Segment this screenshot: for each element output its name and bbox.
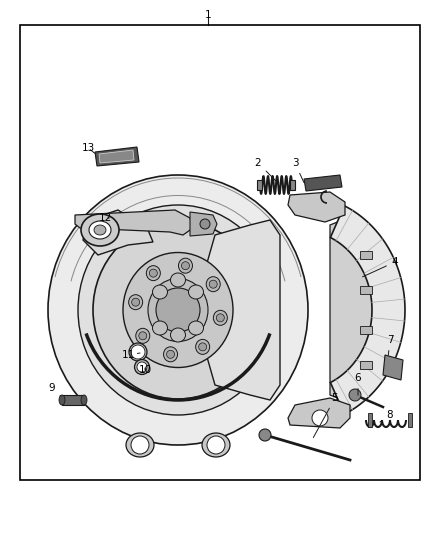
Ellipse shape: [209, 280, 217, 288]
Circle shape: [207, 436, 225, 454]
Ellipse shape: [59, 395, 65, 405]
Text: 13: 13: [81, 143, 95, 154]
Ellipse shape: [148, 279, 208, 342]
Ellipse shape: [136, 328, 150, 343]
Ellipse shape: [188, 321, 204, 335]
Text: 10: 10: [138, 365, 152, 375]
Ellipse shape: [199, 343, 207, 351]
Ellipse shape: [81, 214, 119, 246]
Ellipse shape: [178, 258, 192, 273]
Ellipse shape: [206, 277, 220, 292]
Bar: [290, 180, 295, 190]
Text: 7: 7: [387, 335, 393, 355]
Polygon shape: [288, 192, 345, 222]
Text: 2: 2: [254, 158, 276, 181]
Circle shape: [312, 410, 328, 426]
Ellipse shape: [146, 265, 160, 281]
Text: 1: 1: [205, 10, 211, 20]
Ellipse shape: [134, 359, 149, 375]
Ellipse shape: [259, 429, 271, 441]
Polygon shape: [205, 220, 280, 400]
Text: 4: 4: [363, 257, 398, 277]
Text: 6: 6: [355, 373, 361, 395]
Polygon shape: [330, 215, 375, 405]
Circle shape: [137, 362, 147, 372]
Ellipse shape: [170, 273, 186, 287]
Polygon shape: [83, 210, 153, 255]
Circle shape: [349, 389, 361, 401]
Ellipse shape: [126, 433, 154, 457]
Ellipse shape: [129, 343, 147, 361]
Ellipse shape: [170, 328, 186, 342]
Ellipse shape: [152, 285, 167, 299]
Bar: [257, 180, 262, 190]
Circle shape: [131, 345, 145, 359]
Bar: [360, 361, 372, 369]
Ellipse shape: [48, 175, 308, 445]
Circle shape: [131, 436, 149, 454]
Polygon shape: [62, 395, 84, 405]
Bar: [368, 413, 372, 427]
Polygon shape: [288, 398, 350, 428]
Ellipse shape: [132, 298, 140, 306]
Ellipse shape: [202, 433, 230, 457]
Ellipse shape: [196, 340, 210, 354]
Ellipse shape: [129, 295, 143, 310]
Polygon shape: [330, 206, 405, 414]
Text: 11: 11: [121, 350, 140, 360]
Text: 9: 9: [49, 383, 61, 396]
Ellipse shape: [163, 347, 177, 362]
Ellipse shape: [213, 310, 227, 325]
Ellipse shape: [149, 269, 157, 277]
Ellipse shape: [93, 221, 263, 399]
Circle shape: [200, 219, 210, 229]
Ellipse shape: [152, 321, 167, 335]
Ellipse shape: [188, 285, 204, 299]
Bar: [360, 251, 372, 259]
Polygon shape: [95, 147, 139, 166]
Polygon shape: [190, 212, 217, 236]
Text: 12: 12: [99, 213, 112, 223]
Ellipse shape: [216, 314, 224, 322]
Polygon shape: [383, 355, 403, 380]
Ellipse shape: [94, 225, 106, 235]
Bar: [408, 413, 412, 427]
Ellipse shape: [123, 253, 233, 367]
Ellipse shape: [139, 332, 147, 340]
Ellipse shape: [81, 395, 87, 405]
Bar: [20, 25, 420, 480]
Polygon shape: [75, 210, 193, 235]
Text: 3: 3: [292, 158, 304, 182]
Text: 8: 8: [380, 410, 393, 422]
Polygon shape: [99, 150, 134, 163]
Ellipse shape: [181, 262, 190, 270]
Text: 5: 5: [313, 393, 338, 438]
Ellipse shape: [166, 350, 174, 358]
Ellipse shape: [78, 205, 278, 415]
Polygon shape: [304, 175, 342, 191]
Ellipse shape: [89, 221, 111, 239]
Circle shape: [156, 288, 200, 332]
Bar: [360, 326, 372, 334]
Bar: [360, 286, 372, 294]
